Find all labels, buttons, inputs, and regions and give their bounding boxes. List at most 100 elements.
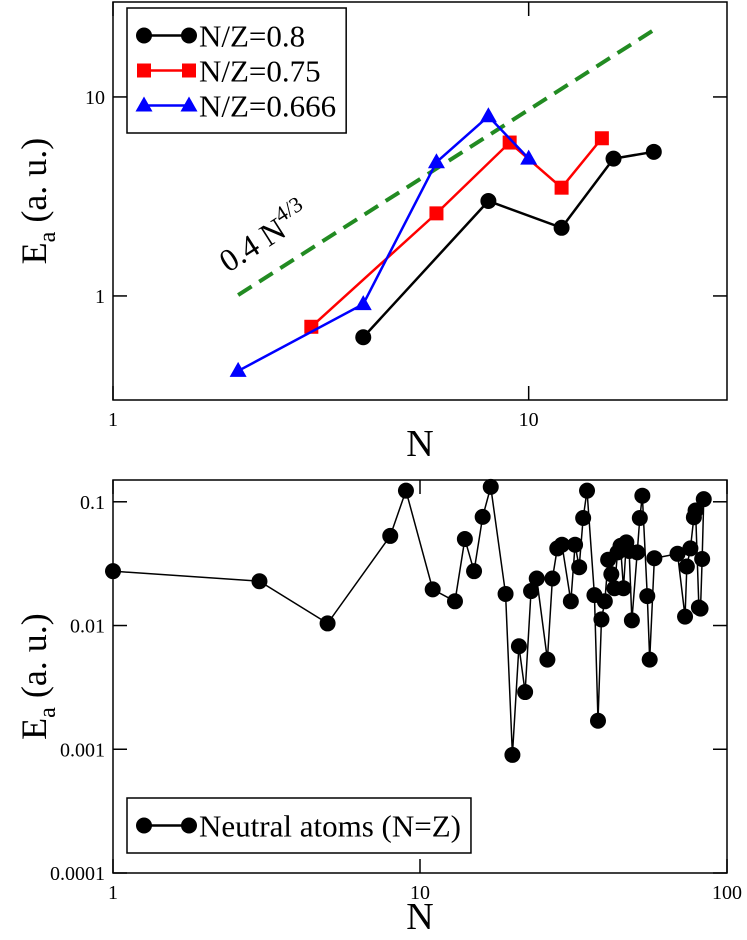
marker: [615, 580, 632, 597]
y-tick-label: 1: [95, 286, 105, 308]
marker: [456, 531, 473, 548]
legend: N/Z=0.8N/Z=0.75N/Z=0.666: [126, 7, 347, 134]
marker: [229, 361, 247, 377]
marker: [687, 502, 704, 519]
legend-label: N/Z=0.8: [199, 19, 305, 54]
y-tick-label: 0.001: [60, 739, 105, 761]
y-tick-label: 0.0001: [50, 863, 105, 885]
marker: [567, 536, 584, 553]
y-axis-label: Ea (a. u.): [14, 613, 61, 740]
legend-label: Neutral atoms (N=Z): [199, 809, 461, 844]
chart: 1 10 1 10 N Ea (a. u.) 0.4 N4/3 N/Z=0.8N/Z=0.75N…: [14, 1, 728, 465]
x-tick-label: 10: [410, 882, 430, 904]
marker: [629, 544, 646, 561]
y-tick-label: 10: [85, 87, 105, 109]
marker: [397, 482, 414, 499]
x-tick-label: 100: [712, 882, 742, 904]
marker: [579, 482, 596, 499]
marker: [504, 746, 521, 763]
x-axis-label: N: [406, 896, 433, 938]
marker: [646, 550, 663, 567]
series-line: [112, 486, 705, 755]
marker: [571, 559, 588, 576]
y-label-main: E: [14, 242, 54, 264]
marker: [466, 563, 483, 580]
x-axis-label: N: [406, 423, 433, 465]
marker: [319, 615, 336, 632]
marker: [669, 545, 686, 562]
legend-entry: N/Z=0.8: [136, 19, 305, 54]
marker: [446, 593, 463, 610]
marker: [528, 570, 545, 587]
marker: [562, 593, 579, 610]
legend-label: N/Z=0.75: [199, 54, 321, 89]
x-tick-label: 1: [108, 409, 118, 431]
marker: [135, 96, 153, 112]
plot-frame: [112, 1, 728, 401]
marker: [354, 295, 372, 311]
marker: [427, 153, 445, 169]
marker: [575, 509, 592, 526]
marker: [355, 329, 372, 346]
marker: [639, 588, 656, 605]
legend-entry: N/Z=0.75: [137, 54, 321, 89]
marker: [523, 583, 540, 600]
marker: [631, 509, 648, 526]
marker: [497, 585, 514, 602]
marker: [180, 96, 198, 112]
y-label-rest: (a. u.): [14, 613, 54, 698]
marker: [137, 63, 151, 78]
series-line: [362, 150, 655, 339]
marker: [136, 817, 152, 834]
marker: [520, 149, 538, 165]
marker: [482, 478, 499, 495]
marker: [589, 712, 606, 729]
marker: [429, 206, 444, 221]
marker: [593, 611, 610, 628]
marker: [502, 135, 517, 150]
marker: [645, 143, 662, 160]
annotation: 0.4 N4/3: [210, 191, 316, 279]
marker: [182, 63, 196, 78]
marker: [181, 27, 197, 44]
marker: [553, 219, 570, 236]
marker: [641, 651, 658, 668]
marker: [479, 107, 497, 123]
y-label-sub: a: [35, 707, 61, 718]
marker: [694, 550, 711, 567]
marker: [510, 638, 527, 655]
marker: [105, 563, 121, 580]
x-tick-label: 10: [519, 409, 539, 431]
marker: [623, 612, 640, 629]
marker: [480, 193, 497, 209]
marker: [605, 150, 622, 167]
y-label-main: E: [14, 718, 54, 740]
marker: [539, 651, 556, 668]
x-tick-label: 1: [108, 882, 118, 904]
marker: [424, 581, 441, 598]
marker: [677, 608, 694, 625]
marker: [136, 27, 152, 44]
marker: [678, 558, 695, 575]
marker: [594, 131, 609, 146]
marker: [554, 180, 569, 195]
legend-label: N/Z=0.666: [199, 89, 336, 124]
y-axis-label: Ea (a. u.): [14, 138, 61, 265]
y-label-rest: (a. u.): [14, 138, 54, 223]
y-label-sub: a: [35, 231, 61, 242]
marker: [544, 570, 561, 587]
marker: [553, 536, 570, 553]
marker: [692, 600, 709, 617]
y-tick-label: 0.1: [80, 492, 105, 514]
legend-entry: Neutral atoms (N=Z): [136, 809, 461, 844]
legend-entry: N/Z=0.666: [135, 89, 336, 124]
y-tick-label: 0.01: [70, 616, 105, 638]
marker: [251, 573, 268, 590]
legend: Neutral atoms (N=Z): [126, 797, 472, 854]
marker: [382, 527, 399, 544]
marker: [596, 593, 613, 610]
chart: 1 10 100 0.0001 0.001 0.01 0.1 N Ea (a. u.) Neutra…: [14, 478, 742, 938]
marker: [634, 487, 651, 504]
marker: [603, 566, 620, 583]
